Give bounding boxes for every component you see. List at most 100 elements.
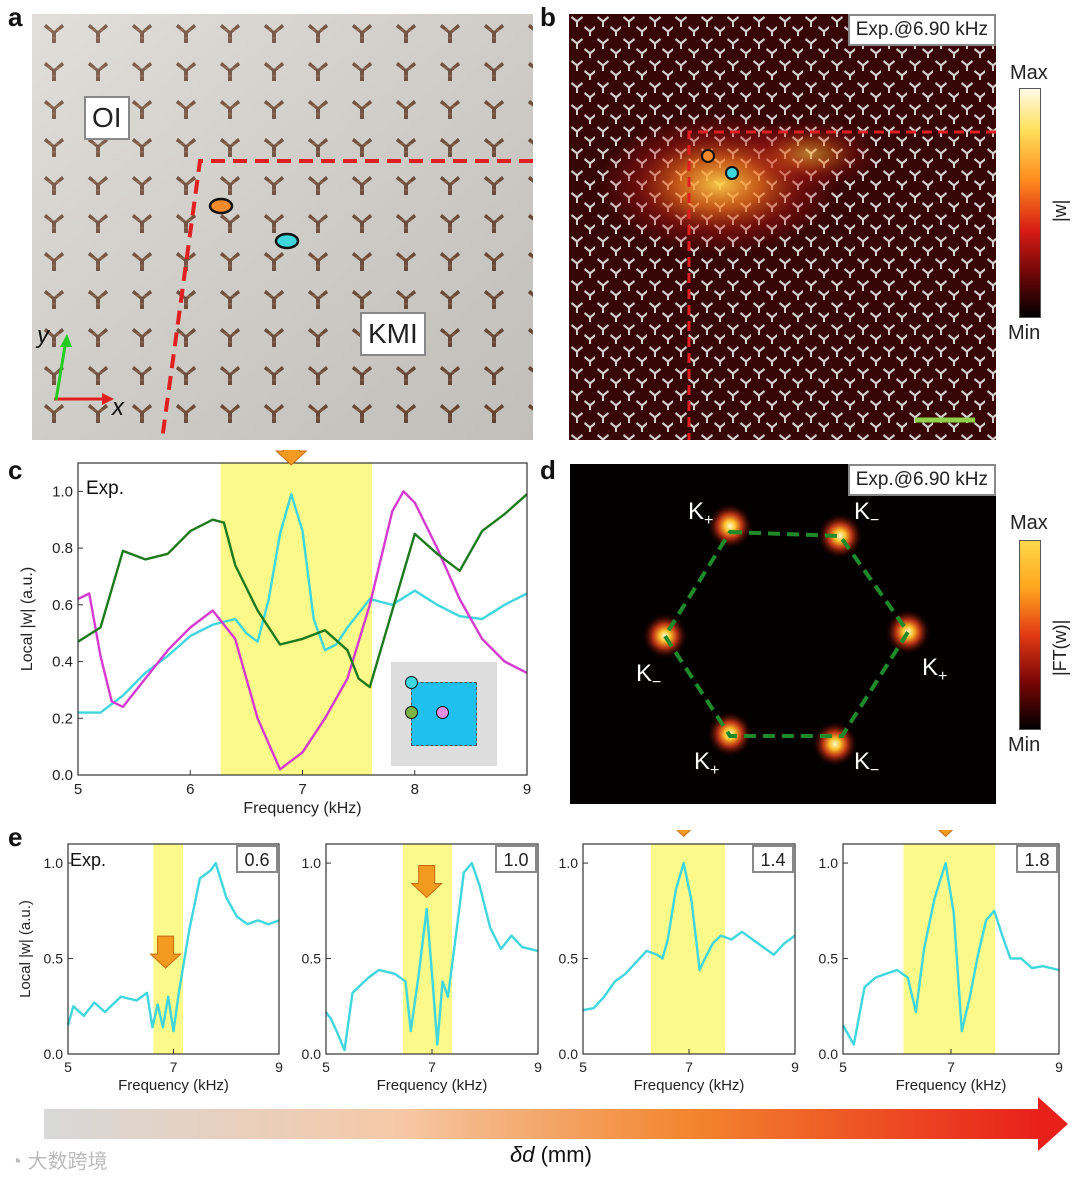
photo-lattice	[32, 14, 533, 440]
x-axis-label: Frequency (kHz)	[634, 1077, 745, 1094]
colorbar-d-max: Max	[1010, 512, 1048, 534]
field-map-svg	[569, 14, 996, 440]
chart-e1: 5 7 9 0.0 0.5 1.0 Frequency (kHz) Local |w| (a.…	[17, 843, 283, 1094]
delta-d-arrow	[44, 1097, 1068, 1151]
x-tick-label: 6	[186, 781, 194, 798]
x-tick-label: 7	[298, 781, 306, 798]
peak-arrow	[410, 864, 443, 899]
colorbar-d	[1019, 540, 1041, 730]
x-tick-label: 9	[1055, 1059, 1063, 1075]
y-tick-label: 0.6	[52, 597, 73, 614]
y-tick-label: 0.5	[819, 951, 839, 967]
y-axis-label: Local |w| (a.u.)	[17, 900, 34, 998]
colorbar-b	[1019, 88, 1041, 318]
y-tick-label: 0.5	[44, 951, 64, 967]
region-label-oi: OI	[84, 96, 130, 140]
series-line-cyan	[582, 861, 796, 1012]
y-tick-label: 0.0	[52, 767, 73, 784]
x-tick-label: 9	[523, 781, 531, 798]
x-tick-label: 9	[791, 1059, 799, 1075]
y-tick-label: 1.0	[52, 483, 73, 500]
delta-d-badge-value: 1.8	[1024, 850, 1049, 870]
domain-wall-dashed	[160, 159, 533, 440]
panel-b-title: Exp.@6.90 kHz	[847, 14, 996, 46]
chart-c: 5 6 7 8 9 0.0 0.2 0.4 0.6 0.8 1.0 Frequency (kHz) Lo…	[19, 450, 531, 817]
inset-cyan-dot	[405, 676, 418, 689]
panel-d-letter: d	[540, 455, 556, 485]
x-tick-label: 5	[839, 1059, 847, 1075]
resonance-band	[220, 463, 373, 775]
y-tick-label: 1.0	[819, 855, 839, 871]
y-axis-arrow	[54, 339, 68, 401]
x-tick-label: 7	[170, 1059, 178, 1075]
series-line-cyan	[66, 861, 280, 1033]
panel-d-title: Exp.@6.90 kHz	[847, 464, 996, 496]
x-axis-label: Frequency (kHz)	[243, 800, 361, 817]
colorbar-d-label: |FT(w)|	[1050, 619, 1070, 676]
chart-e2: 5 7 9 0.0 0.5 1.0 Frequency (kHz) 1.0	[302, 843, 542, 1094]
colorbar-b-max: Max	[1010, 62, 1048, 84]
watermark-icon: ◔	[10, 1151, 23, 1173]
panel-c-exp-label: Exp.	[86, 478, 125, 499]
x-tick-label: 7	[428, 1059, 436, 1075]
k-label-bottom-right: K−	[854, 748, 880, 779]
inset-green-dot	[405, 706, 418, 719]
x-axis-label: Frequency (kHz)	[896, 1077, 1007, 1094]
y-tick-label: 0.4	[52, 654, 73, 671]
delta-d-badge-value: 0.6	[244, 850, 269, 870]
series-line-cyan	[78, 493, 528, 714]
x-tick-label: 5	[322, 1059, 330, 1075]
x-axis-label: Frequency (kHz)	[377, 1077, 488, 1094]
x-tick-label: 7	[947, 1059, 955, 1075]
peak-arrow	[938, 830, 954, 838]
colorbar-d-min: Min	[1008, 734, 1041, 756]
x-tick-label: 7	[685, 1059, 693, 1075]
watermark: ◔ 大数跨境	[10, 1151, 108, 1173]
series-line-cyan	[325, 861, 539, 1052]
x-tick-label: 9	[275, 1059, 283, 1075]
y-axis-label: Local |w| (a.u.)	[19, 567, 36, 671]
y-tick-label: 0.5	[559, 951, 579, 967]
panel-a-letter: a	[8, 2, 23, 32]
k-label-mid-right: K+	[922, 654, 948, 685]
delta-d-badge-value: 1.0	[503, 850, 528, 870]
panel-a-photo: OI KMI y x	[32, 14, 533, 440]
series-line-green	[77, 493, 528, 689]
panel-e-letter: e	[8, 822, 23, 852]
domain-wall-dashed	[687, 130, 996, 440]
panel-e-exp-label: Exp.	[70, 850, 107, 870]
x-axis-label: Frequency (kHz)	[118, 1077, 229, 1094]
panel-c-letter: c	[8, 455, 23, 485]
colorbar-b-label: |w|	[1050, 199, 1070, 222]
delta-d-badge	[495, 845, 537, 873]
x-tick-label: 5	[74, 781, 82, 798]
k-label-mid-left: K−	[636, 660, 662, 691]
delta-d-badge	[1016, 845, 1058, 873]
x-tick-label: 8	[411, 781, 419, 798]
y-tick-label: 1.0	[559, 855, 579, 871]
x-tick-label: 5	[64, 1059, 72, 1075]
delta-d-badge-value: 1.4	[760, 850, 785, 870]
fourier-map-svg	[643, 504, 930, 766]
y-tick-label: 0.0	[44, 1046, 64, 1062]
k-label-top-left: K+	[688, 498, 714, 529]
delta-d-badge	[236, 845, 278, 873]
k-label-top-right: K−	[854, 498, 880, 529]
brillouin-zone-hexagon	[662, 529, 911, 738]
x-tick-label: 9	[534, 1059, 542, 1075]
series-line-cyan	[841, 861, 1060, 1046]
axis-label-x: x	[112, 394, 124, 421]
y-tick-label: 0.2	[52, 710, 73, 727]
y-tick-label: 0.0	[559, 1046, 579, 1062]
chart-e3: 5 7 9 0.0 0.5 1.0 Frequency (kHz) 1.4	[559, 830, 799, 1094]
colorbar-b-min: Min	[1008, 322, 1041, 344]
peak-arrow	[275, 450, 308, 466]
inset-schematic	[391, 662, 497, 766]
delta-d-label: δd (mm)	[510, 1142, 592, 1167]
inset-magenta-dot	[436, 706, 449, 719]
y-tick-label: 1.0	[44, 855, 64, 871]
delta-d-badge	[752, 845, 794, 873]
peak-arrow	[149, 935, 182, 969]
panel-b-letter: b	[540, 2, 556, 32]
panel-b-field-map: Exp.@6.90 kHz	[569, 14, 996, 440]
